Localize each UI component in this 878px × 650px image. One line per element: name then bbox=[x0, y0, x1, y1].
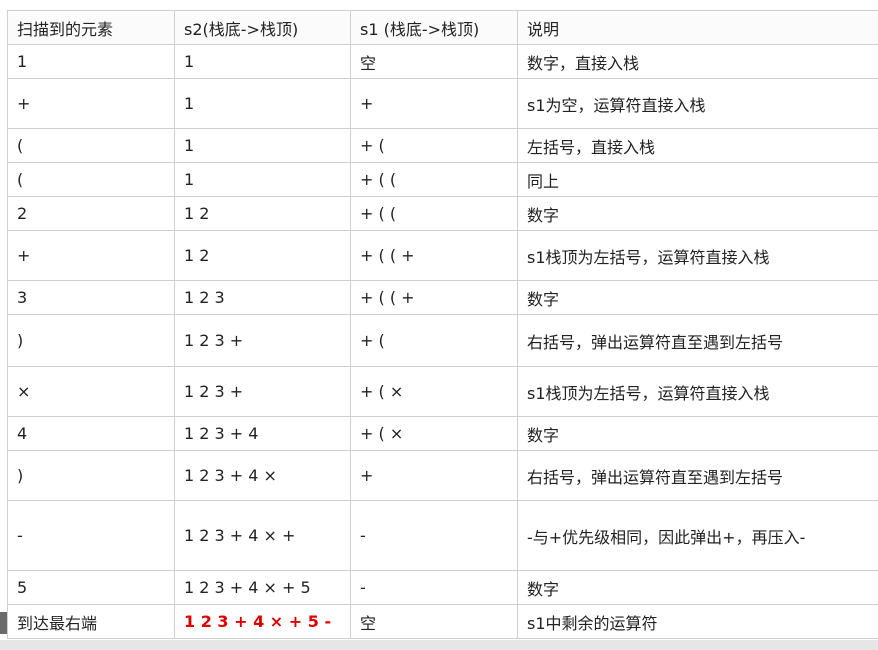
cell-s1: + ( ( bbox=[350, 196, 518, 231]
cell-s2: 1 bbox=[174, 78, 351, 129]
cell-s2: 1 2 3 + 4 × + 5 bbox=[174, 570, 351, 605]
cell-el: ) bbox=[7, 450, 175, 501]
cell-el: 3 bbox=[7, 280, 175, 315]
table-row: 到达最右端 1 2 3 + 4 × + 5 - 空 s1中剩余的运算符 bbox=[7, 604, 878, 639]
cell-note: s1栈顶为左括号，运算符直接入栈 bbox=[517, 230, 878, 281]
cell-el: ) bbox=[7, 314, 175, 367]
cell-s2: 1 2 3 + 4 × + bbox=[174, 500, 351, 571]
cell-s2: 1 bbox=[174, 162, 351, 197]
cell-s2: 1 2 3 + 4 bbox=[174, 416, 351, 451]
cell-el: - bbox=[7, 500, 175, 571]
cell-el: 到达最右端 bbox=[7, 604, 175, 639]
cell-el: ( bbox=[7, 128, 175, 163]
cell-note: -与+优先级相同，因此弹出+，再压入- bbox=[517, 500, 878, 571]
conversion-table: 扫描到的元素 s2(栈底->栈顶) s1 (栈底->栈顶) 说明 1 1 空数字，直… bbox=[7, 10, 878, 639]
cell-s2: 1 2 3 + 4 × bbox=[174, 450, 351, 501]
cell-s2: 1 bbox=[174, 128, 351, 163]
cell-note: 右括号，弹出运算符直至遇到左括号 bbox=[517, 314, 878, 367]
cell-s1: + ( ( + bbox=[350, 280, 518, 315]
cell-note: 数字 bbox=[517, 196, 878, 231]
cell-s1: + bbox=[350, 78, 518, 129]
cell-s2: 1 bbox=[174, 44, 351, 79]
cell-s1: 空 bbox=[350, 44, 518, 79]
cell-el: 1 bbox=[7, 44, 175, 79]
cell-el: + bbox=[7, 78, 175, 129]
cell-s2: 1 2 bbox=[174, 230, 351, 281]
cell-note: s1栈顶为左括号，运算符直接入栈 bbox=[517, 366, 878, 417]
cell-s2: 1 2 3 bbox=[174, 280, 351, 315]
cell-s1: - bbox=[350, 570, 518, 605]
header-cell: 说明 bbox=[517, 10, 878, 45]
cell-s1: + bbox=[350, 450, 518, 501]
table-row: × 1 2 3 + + ( × s1栈顶为左括号，运算符直接入栈 bbox=[7, 366, 878, 417]
header-row: 扫描到的元素 s2(栈底->栈顶) s1 (栈底->栈顶) 说明 bbox=[7, 10, 878, 45]
cell-s1: + ( ( bbox=[350, 162, 518, 197]
background-area bbox=[0, 640, 878, 650]
table-row: +1 + s1为空，运算符直接入栈 bbox=[7, 78, 878, 129]
cell-note: s1中剩余的运算符 bbox=[517, 604, 878, 639]
cell-note: 数字 bbox=[517, 570, 878, 605]
side-widget bbox=[0, 612, 7, 634]
table-row: ) 1 2 3 + 4 × + 右括号，弹出运算符直至遇到左括号 bbox=[7, 450, 878, 501]
header-cell: s2(栈底->栈顶) bbox=[174, 10, 351, 45]
cell-el: + bbox=[7, 230, 175, 281]
table-row: (1 + (左括号，直接入栈 bbox=[7, 128, 878, 163]
cell-note: s1为空，运算符直接入栈 bbox=[517, 78, 878, 129]
header-cell: s1 (栈底->栈顶) bbox=[350, 10, 518, 45]
cell-s2: 1 2 3 + 4 × + 5 - bbox=[174, 604, 351, 639]
cell-el: ( bbox=[7, 162, 175, 197]
header-cell: 扫描到的元素 bbox=[7, 10, 175, 45]
cell-s1: + ( × bbox=[350, 366, 518, 417]
cell-s1: 空 bbox=[350, 604, 518, 639]
table-row: 1 1 空数字，直接入栈 bbox=[7, 44, 878, 79]
cell-s1: - bbox=[350, 500, 518, 571]
cell-s1: + ( ( + bbox=[350, 230, 518, 281]
table-row: ) 1 2 3 + + (右括号，弹出运算符直至遇到左括号 bbox=[7, 314, 878, 367]
cell-note: 右括号，弹出运算符直至遇到左括号 bbox=[517, 450, 878, 501]
cell-el: × bbox=[7, 366, 175, 417]
table-row: (1 + ( (同上 bbox=[7, 162, 878, 197]
table-row: -1 2 3 + 4 × + - -与+优先级相同，因此弹出+，再压入- bbox=[7, 500, 878, 571]
cell-s2: 1 2 3 + bbox=[174, 366, 351, 417]
cell-s2: 1 2 bbox=[174, 196, 351, 231]
cell-note: 数字，直接入栈 bbox=[517, 44, 878, 79]
cell-s1: + ( bbox=[350, 128, 518, 163]
cell-el: 2 bbox=[7, 196, 175, 231]
cell-s2: 1 2 3 + bbox=[174, 314, 351, 367]
cell-note: 左括号，直接入栈 bbox=[517, 128, 878, 163]
cell-note: 数字 bbox=[517, 280, 878, 315]
cell-el: 4 bbox=[7, 416, 175, 451]
cell-note: 数字 bbox=[517, 416, 878, 451]
cell-note: 同上 bbox=[517, 162, 878, 197]
cell-el: 5 bbox=[7, 570, 175, 605]
cell-s1: + ( bbox=[350, 314, 518, 367]
cell-s1: + ( × bbox=[350, 416, 518, 451]
table-row: +1 2 + ( ( + s1栈顶为左括号，运算符直接入栈 bbox=[7, 230, 878, 281]
